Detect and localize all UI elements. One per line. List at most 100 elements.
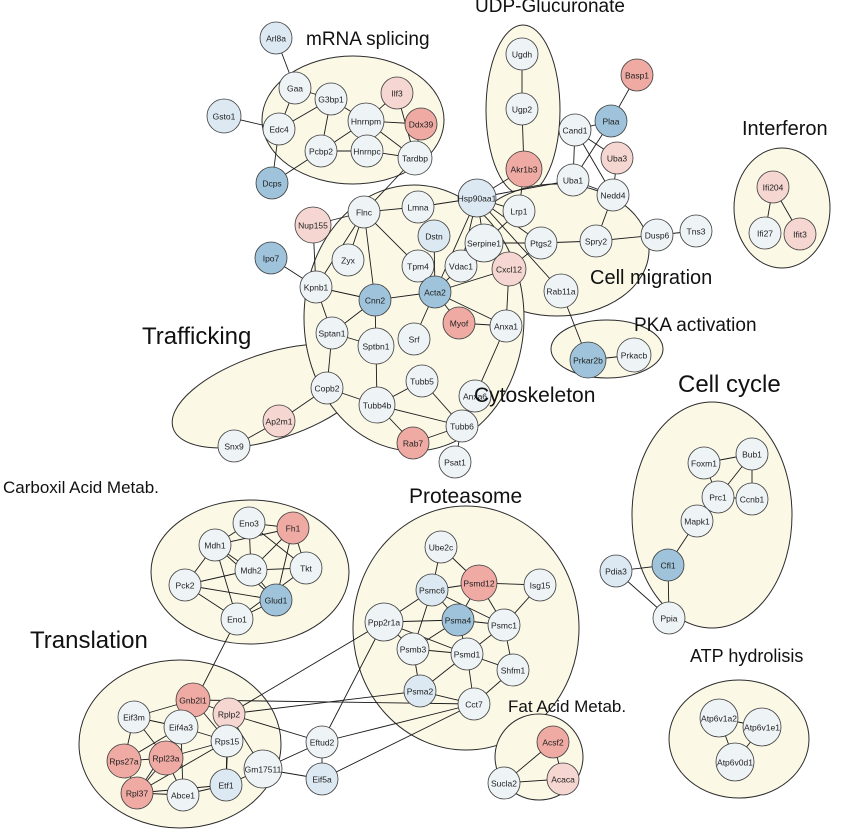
node-circle[interactable] xyxy=(209,768,243,802)
node-Cand1[interactable]: Cand1 xyxy=(558,113,592,147)
node-Eftud2[interactable]: Eftud2 xyxy=(305,725,339,759)
node-circle[interactable] xyxy=(505,92,539,126)
node-Pdia3[interactable]: Pdia3 xyxy=(599,554,633,588)
node-circle[interactable] xyxy=(579,224,613,258)
node-Lrp1[interactable]: Lrp1 xyxy=(502,194,536,228)
node-circle[interactable] xyxy=(464,223,504,263)
node-circle[interactable] xyxy=(524,226,558,260)
node-Eif4a3[interactable]: Eif4a3 xyxy=(163,709,199,745)
node-Ifit3[interactable]: Ifit3 xyxy=(783,217,817,251)
node-circle[interactable] xyxy=(358,386,396,424)
node-Rpl37[interactable]: Rpl37 xyxy=(120,776,154,810)
node-Cxcl12[interactable]: Cxcl12 xyxy=(491,251,527,287)
node-circle[interactable] xyxy=(397,140,433,176)
node-circle[interactable] xyxy=(460,564,498,602)
node-Atp6v1e1[interactable]: Atp6v1e1 xyxy=(742,707,782,747)
node-Abce1[interactable]: Abce1 xyxy=(166,778,200,812)
node-circle[interactable] xyxy=(276,511,310,545)
node-Edc4[interactable]: Edc4 xyxy=(262,112,296,146)
node-Rab7[interactable]: Rab7 xyxy=(396,426,430,460)
node-Foxm1[interactable]: Foxm1 xyxy=(687,446,721,480)
node-Snx9[interactable]: Snx9 xyxy=(217,429,251,463)
node-Cnn2[interactable]: Cnn2 xyxy=(358,283,392,317)
node-circle[interactable] xyxy=(680,504,714,538)
node-Nup155[interactable]: Nup155 xyxy=(294,206,332,244)
node-circle[interactable] xyxy=(417,219,451,253)
node-circle[interactable] xyxy=(756,170,790,204)
node-circle[interactable] xyxy=(331,243,365,277)
node-circle[interactable] xyxy=(546,762,580,796)
node-circle[interactable] xyxy=(558,113,592,147)
node-Tns3[interactable]: Tns3 xyxy=(679,214,713,248)
node-circle[interactable] xyxy=(457,687,491,721)
node-circle[interactable] xyxy=(596,178,630,212)
node-circle[interactable] xyxy=(314,82,348,116)
node-circle[interactable] xyxy=(357,327,395,365)
node-circle[interactable] xyxy=(364,602,404,642)
node-Ipo7[interactable]: Ipo7 xyxy=(254,241,288,275)
node-circle[interactable] xyxy=(679,214,713,248)
node-Flnc[interactable]: Flnc xyxy=(347,195,381,229)
node-Uba1[interactable]: Uba1 xyxy=(556,163,590,197)
node-circle[interactable] xyxy=(148,740,184,776)
node-Eif3m[interactable]: Eif3m xyxy=(117,700,151,734)
node-Pcbp2[interactable]: Pcbp2 xyxy=(304,134,338,168)
node-Plaa[interactable]: Plaa xyxy=(594,104,628,138)
node-Spry2[interactable]: Spry2 xyxy=(579,224,613,258)
node-circle[interactable] xyxy=(616,337,652,373)
node-Ube2c[interactable]: Ube2c xyxy=(424,530,458,564)
node-Atp6v1a2[interactable]: Atp6v1a2 xyxy=(699,698,739,738)
node-Acta2[interactable]: Acta2 xyxy=(418,275,452,309)
node-Prkar2b[interactable]: Prkar2b xyxy=(569,341,607,379)
node-circle[interactable] xyxy=(600,141,634,175)
node-circle[interactable] xyxy=(210,724,244,758)
node-circle[interactable] xyxy=(450,637,484,671)
node-circle[interactable] xyxy=(651,548,685,582)
node-circle[interactable] xyxy=(424,530,458,564)
node-Mdh2[interactable]: Mdh2 xyxy=(234,553,268,587)
node-circle[interactable] xyxy=(715,742,755,782)
node-circle[interactable] xyxy=(441,603,475,637)
node-Hnrnpc[interactable]: Hnrnpc xyxy=(350,134,384,168)
node-Hnrnpm[interactable]: Hnrnpm xyxy=(347,102,385,140)
node-Eno3[interactable]: Eno3 xyxy=(232,506,266,540)
node-circle[interactable] xyxy=(599,554,633,588)
node-circle[interactable] xyxy=(404,107,438,141)
node-Ilf3[interactable]: Ilf3 xyxy=(380,76,414,110)
node-circle[interactable] xyxy=(748,216,782,250)
node-circle[interactable] xyxy=(457,178,497,218)
node-Etf1[interactable]: Etf1 xyxy=(209,768,243,802)
node-Arl8a[interactable]: Arl8a xyxy=(259,21,293,55)
node-Tkt[interactable]: Tkt xyxy=(289,551,323,585)
node-circle[interactable] xyxy=(523,568,557,602)
node-Fh1[interactable]: Fh1 xyxy=(276,511,310,545)
node-Hsp90aa1[interactable]: Hsp90aa1 xyxy=(457,178,497,218)
node-circle[interactable] xyxy=(168,568,202,602)
node-circle[interactable] xyxy=(350,134,384,168)
node-circle[interactable] xyxy=(396,632,430,666)
node-circle[interactable] xyxy=(347,102,385,140)
node-Bub1[interactable]: Bub1 xyxy=(735,437,769,471)
node-Acaca[interactable]: Acaca xyxy=(546,762,580,796)
node-circle[interactable] xyxy=(315,316,349,350)
node-Cct7[interactable]: Cct7 xyxy=(457,687,491,721)
node-circle[interactable] xyxy=(347,195,381,229)
node-Dusp6[interactable]: Dusp6 xyxy=(640,218,674,252)
node-circle[interactable] xyxy=(206,98,242,134)
node-Mdh1[interactable]: Mdh1 xyxy=(198,528,232,562)
node-Dstn[interactable]: Dstn xyxy=(417,219,451,253)
node-Atp6v0d1[interactable]: Atp6v0d1 xyxy=(715,742,755,782)
node-circle[interactable] xyxy=(458,379,492,413)
node-circle[interactable] xyxy=(415,573,449,607)
node-circle[interactable] xyxy=(243,749,283,789)
node-Lmna[interactable]: Lmna xyxy=(401,190,435,224)
node-Eif5a[interactable]: Eif5a xyxy=(305,762,339,796)
node-circle[interactable] xyxy=(163,709,199,745)
node-Uba3[interactable]: Uba3 xyxy=(600,141,634,175)
node-circle[interactable] xyxy=(198,528,232,562)
node-G3bp1[interactable]: G3bp1 xyxy=(314,82,348,116)
node-circle[interactable] xyxy=(262,404,296,438)
node-circle[interactable] xyxy=(262,112,296,146)
node-circle[interactable] xyxy=(234,553,268,587)
node-circle[interactable] xyxy=(117,700,151,734)
